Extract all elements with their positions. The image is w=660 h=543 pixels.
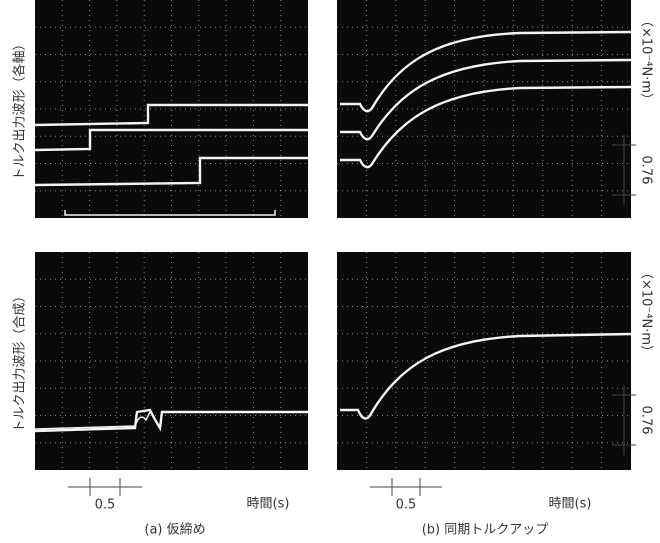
unit-label: （×10⁻⁴N·m）: [639, 14, 654, 106]
scale-label: 0.5: [95, 498, 116, 513]
axis-label: 時間(s): [549, 497, 592, 512]
figure: トルク出力波形（各軸） トルク出力波形（合成） （×10⁻⁴N·m） （×10⁻…: [0, 0, 660, 543]
unit-label: （×10⁻⁴N·m）: [639, 266, 654, 358]
caption: (b) 同期トルクアップ: [422, 523, 549, 538]
caption: (a) 仮締め: [144, 522, 205, 538]
scale-label: 0.76: [639, 406, 654, 435]
row-label: トルク出力波形（各軸）: [12, 37, 28, 180]
scale-marker: [68, 478, 142, 496]
scale-marker: [370, 478, 442, 496]
row-label: トルク出力波形（合成）: [13, 289, 28, 432]
scale-label: 0.76: [639, 156, 654, 185]
axis-label: 時間(s): [247, 497, 290, 512]
scale-label: 0.5: [396, 498, 417, 513]
